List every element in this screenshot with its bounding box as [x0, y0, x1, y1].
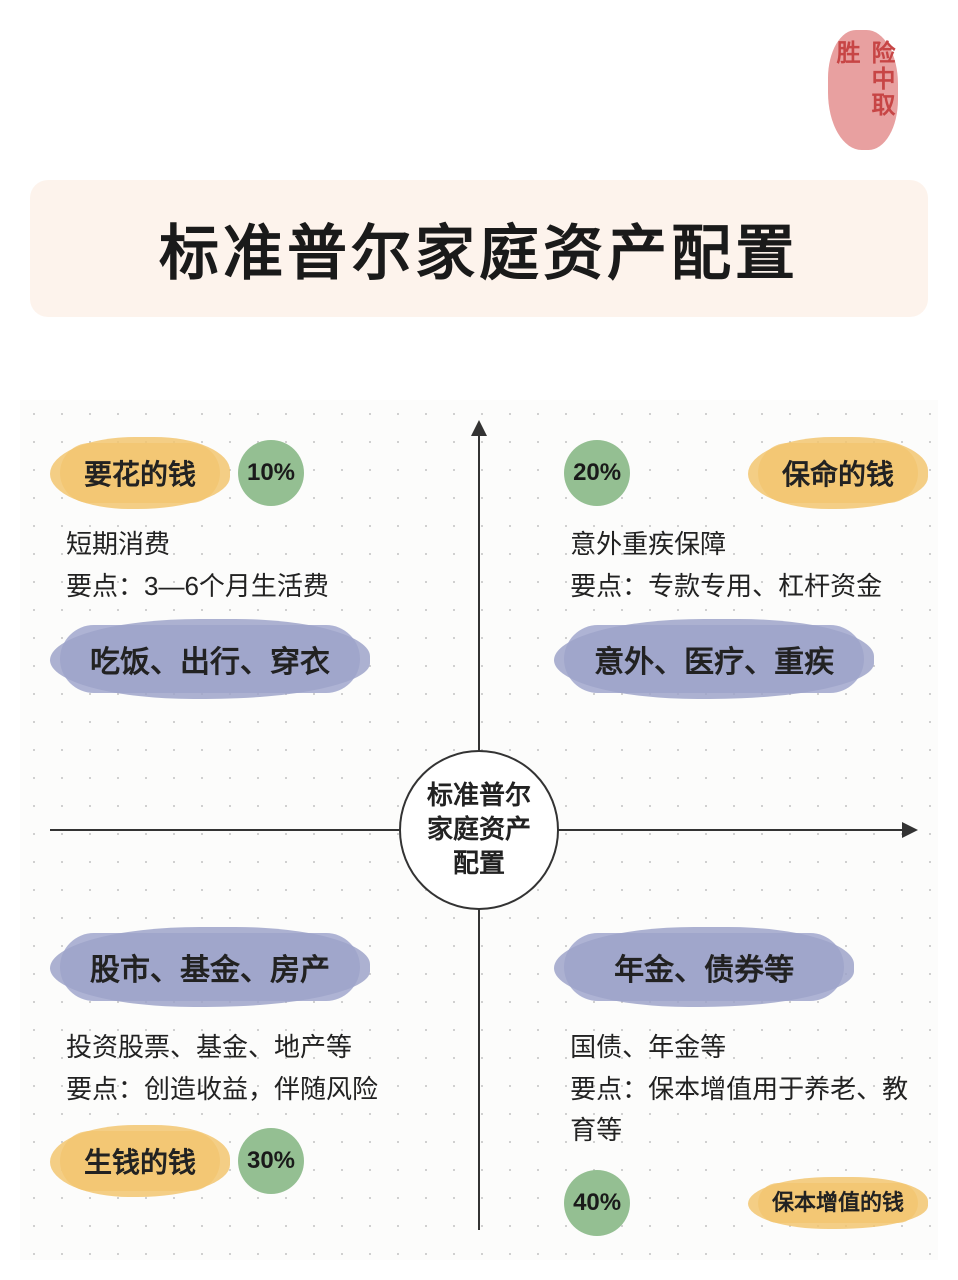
- page-title: 标准普尔家庭资产配置: [30, 180, 928, 317]
- desc-tr-line1: 意外重疾保障: [570, 524, 918, 566]
- quadrant-top-right: 20% 保命的钱 意外重疾保障 要点：专款专用、杠杆资金 意外、医疗、重疾: [534, 400, 938, 787]
- desc-bl-line2: 要点：创造收益，伴随风险: [66, 1069, 404, 1111]
- quadrant-diagram: 要花的钱 10% 短期消费 要点：3—6个月生活费 吃饭、出行、穿衣 20% 保…: [20, 400, 938, 1260]
- label-preserve-money: 保本增值的钱: [758, 1183, 918, 1223]
- percent-badge-20: 20%: [564, 440, 630, 506]
- label-growth-money: 生钱的钱: [60, 1131, 220, 1191]
- quadrant-bottom-right: 年金、债券等 国债、年金等 要点：保本增值用于养老、教育等 40% 保本增值的钱: [534, 873, 938, 1260]
- seal-stamp: 险中取胜: [828, 30, 898, 150]
- desc-bl: 投资股票、基金、地产等 要点：创造收益，伴随风险: [66, 1027, 404, 1110]
- desc-br: 国债、年金等 要点：保本增值用于养老、教育等: [570, 1027, 918, 1152]
- center-label: 标准普尔家庭资产配置: [399, 750, 559, 910]
- percent-badge-30: 30%: [238, 1128, 304, 1194]
- examples-bl: 股市、基金、房产: [60, 933, 360, 1001]
- examples-br: 年金、债券等: [564, 933, 844, 1001]
- desc-tl-line2: 要点：3—6个月生活费: [66, 566, 404, 608]
- desc-br-line1: 国债、年金等: [570, 1027, 918, 1069]
- percent-badge-10: 10%: [238, 440, 304, 506]
- quadrant-bottom-left: 股市、基金、房产 投资股票、基金、地产等 要点：创造收益，伴随风险 生钱的钱 3…: [20, 873, 424, 1260]
- label-spending-money: 要花的钱: [60, 443, 220, 503]
- desc-tl: 短期消费 要点：3—6个月生活费: [66, 524, 404, 607]
- desc-br-line2: 要点：保本增值用于养老、教育等: [570, 1069, 918, 1152]
- desc-tr: 意外重疾保障 要点：专款专用、杠杆资金: [570, 524, 918, 607]
- quadrant-top-left: 要花的钱 10% 短期消费 要点：3—6个月生活费 吃饭、出行、穿衣: [20, 400, 424, 787]
- desc-tr-line2: 要点：专款专用、杠杆资金: [570, 566, 918, 608]
- examples-tl: 吃饭、出行、穿衣: [60, 625, 360, 693]
- label-protection-money: 保命的钱: [758, 443, 918, 503]
- desc-tl-line1: 短期消费: [66, 524, 404, 566]
- desc-bl-line1: 投资股票、基金、地产等: [66, 1027, 404, 1069]
- examples-tr: 意外、医疗、重疾: [564, 625, 864, 693]
- percent-badge-40: 40%: [564, 1170, 630, 1236]
